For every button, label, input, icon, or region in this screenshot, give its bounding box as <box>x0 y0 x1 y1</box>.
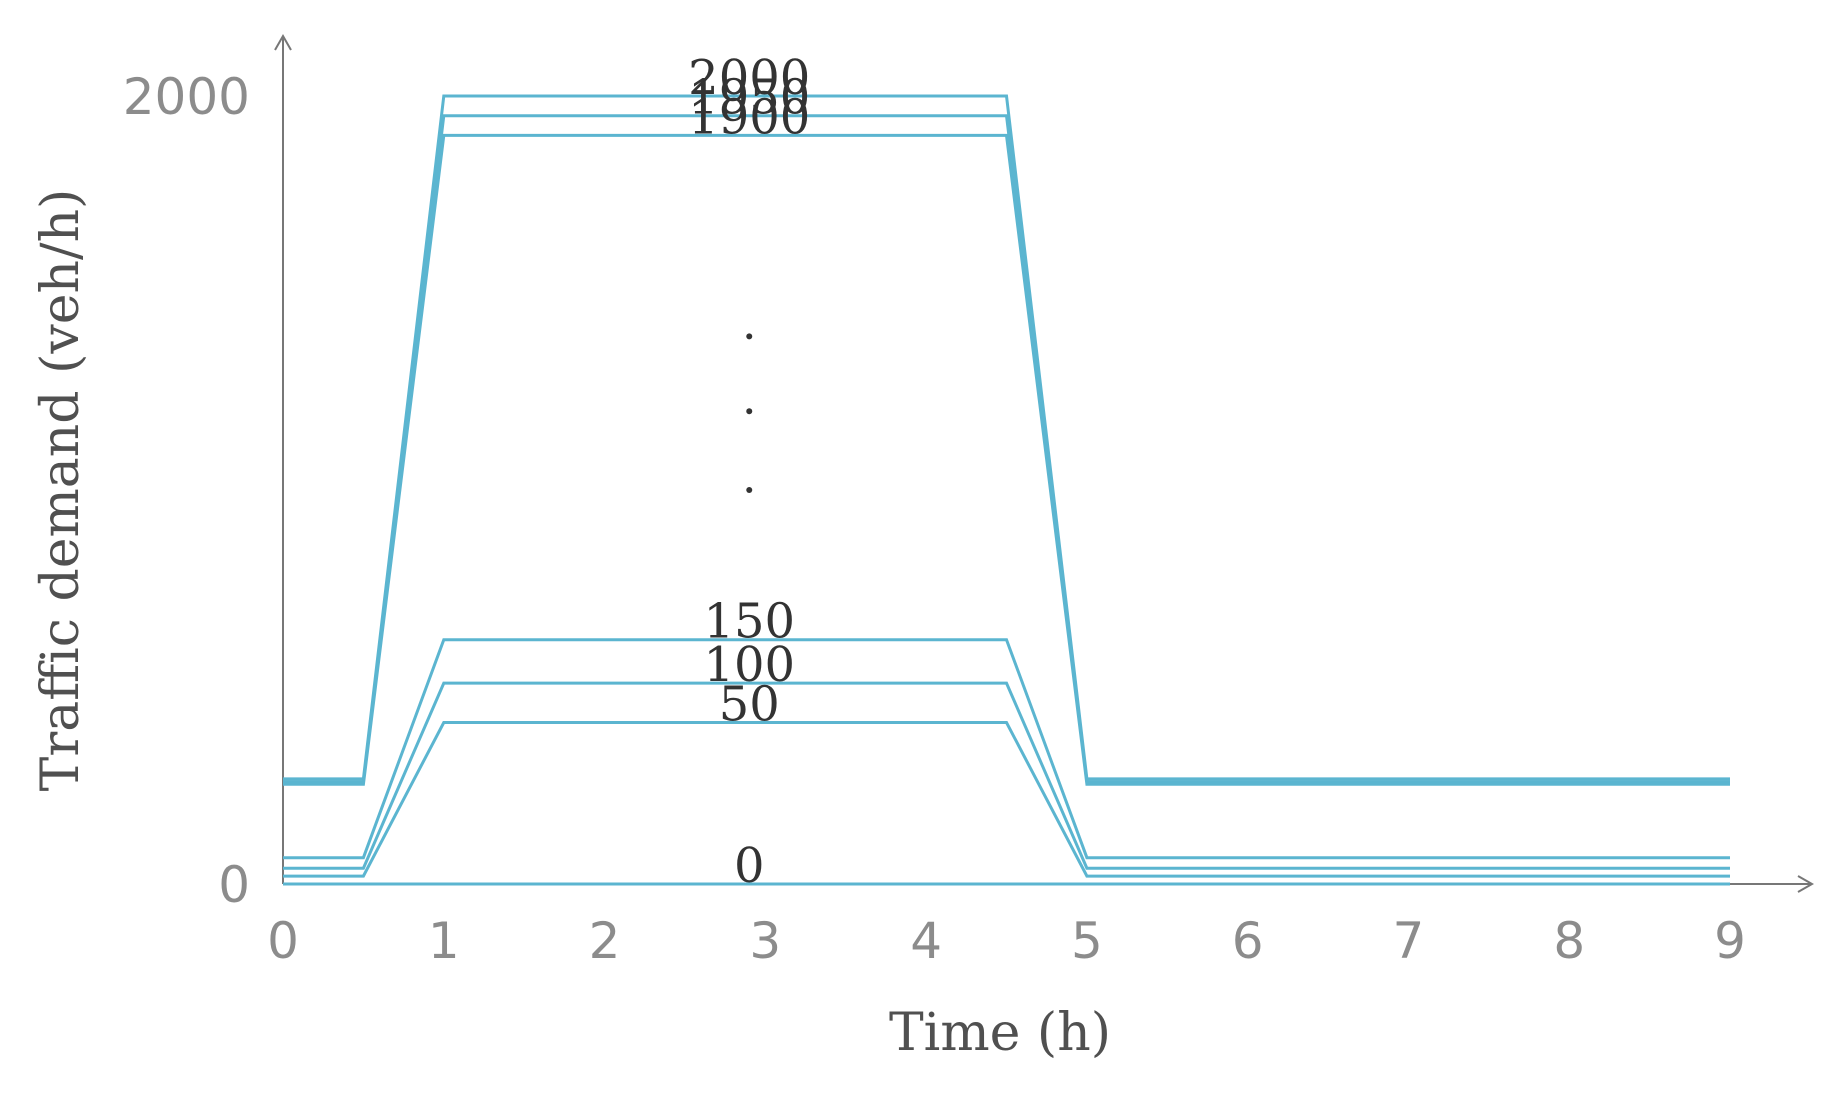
x-tick-label: 7 <box>1393 912 1425 970</box>
series-label-1900: 1900 <box>688 89 810 145</box>
y-tick-label: 2000 <box>123 68 250 126</box>
series-label-2000: 2000 <box>688 50 810 106</box>
axes <box>274 33 1815 893</box>
ellipsis-dot-2 <box>746 408 753 415</box>
series-line-1900 <box>283 133 1730 786</box>
series-line-50 <box>283 721 1730 878</box>
x-axis-title: Time (h) <box>889 1003 1111 1063</box>
x-axis-arrow <box>1797 875 1815 893</box>
series-line-1950 <box>283 114 1730 784</box>
ellipsis-dots <box>746 333 753 493</box>
y-axis-title: Traffic demand (veh/h) <box>31 189 91 792</box>
series-label-150: 150 <box>703 594 795 650</box>
x-tick-label: 2 <box>589 912 621 970</box>
x-tick-label: 6 <box>1232 912 1264 970</box>
x-tick-label: 8 <box>1553 912 1585 970</box>
series-lines <box>283 94 1730 886</box>
y-tick-label: 0 <box>218 856 250 914</box>
x-tick-label: 1 <box>428 912 460 970</box>
x-tick-label: 4 <box>910 912 942 970</box>
tick-labels: 0 1 2 3 4 5 6 7 8 9 0 2000 <box>123 68 1746 970</box>
series-label-100: 100 <box>703 637 795 693</box>
series-label-1950: 1950 <box>688 70 810 126</box>
x-tick-label: 3 <box>749 912 781 970</box>
series-label-0: 0 <box>734 838 765 894</box>
ellipsis-dot-1 <box>746 333 753 340</box>
series-line-100 <box>283 681 1730 870</box>
series-line-2000 <box>283 94 1730 781</box>
ellipsis-dot-3 <box>746 487 753 493</box>
x-tick-label: 5 <box>1071 912 1103 970</box>
series-line-150 <box>283 638 1730 860</box>
y-axis-arrow <box>274 33 292 51</box>
x-tick-label: 0 <box>267 912 299 970</box>
x-tick-label: 9 <box>1714 912 1746 970</box>
series-label-50: 50 <box>719 676 780 732</box>
